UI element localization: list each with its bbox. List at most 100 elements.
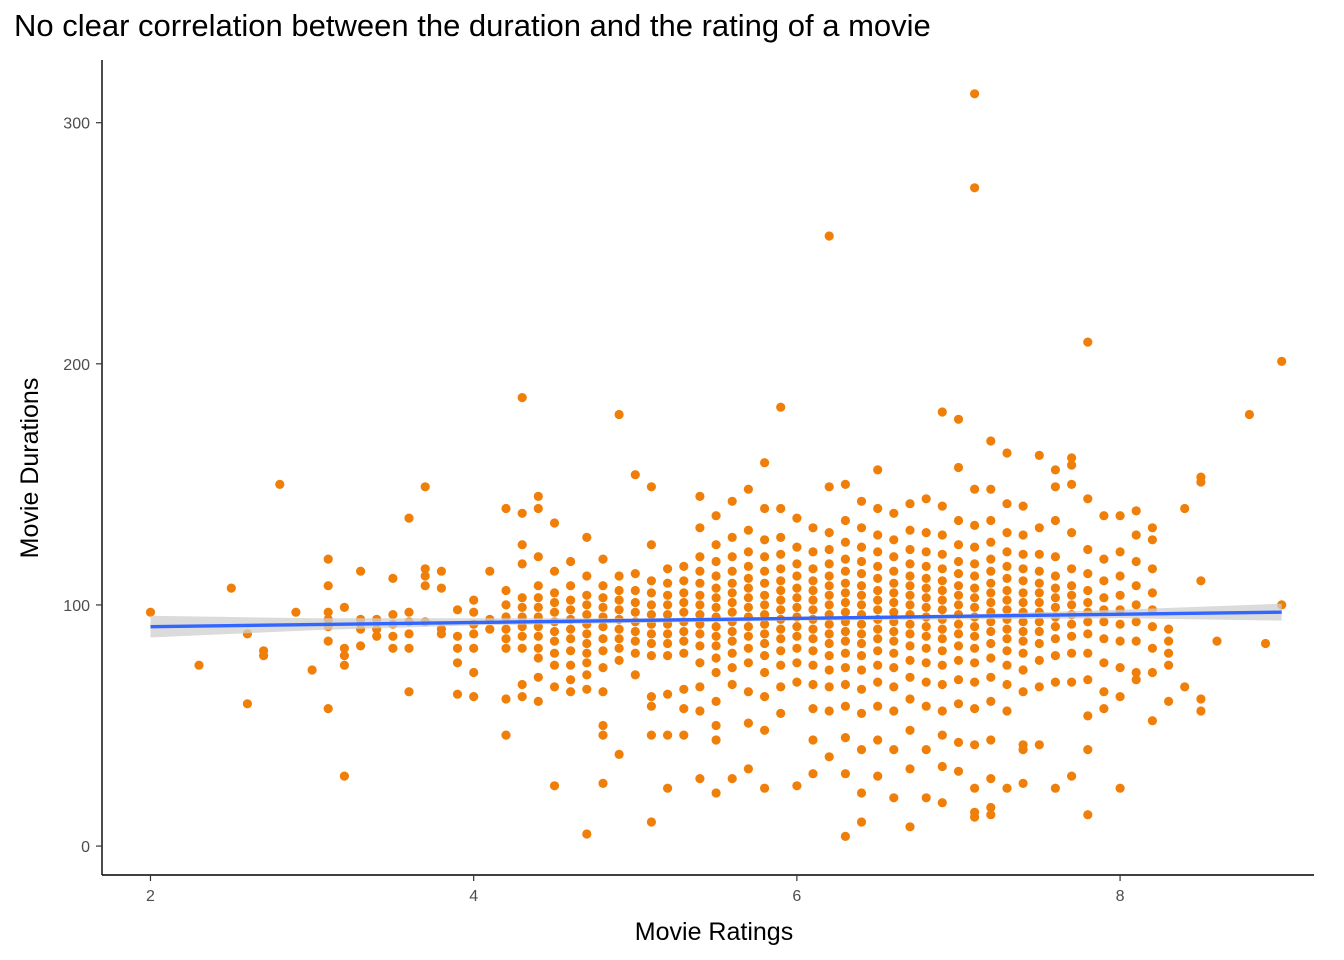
data-point xyxy=(1115,692,1125,702)
data-point xyxy=(727,566,737,576)
data-point xyxy=(856,600,867,610)
data-point xyxy=(598,554,608,564)
data-point xyxy=(873,660,883,670)
data-point xyxy=(1034,588,1044,598)
data-point xyxy=(663,730,673,740)
data-point xyxy=(905,571,915,581)
data-point xyxy=(226,583,236,593)
data-point xyxy=(517,631,527,641)
data-point xyxy=(808,523,818,533)
data-point xyxy=(679,730,689,740)
data-point xyxy=(404,687,414,697)
data-point xyxy=(776,605,786,615)
data-point xyxy=(921,593,931,603)
data-point xyxy=(711,667,721,678)
data-point xyxy=(646,600,657,610)
data-point xyxy=(1002,595,1012,605)
data-point xyxy=(566,595,576,605)
data-point xyxy=(760,629,770,639)
data-point xyxy=(259,651,269,661)
data-point xyxy=(840,663,851,673)
data-point xyxy=(1034,638,1044,649)
data-point xyxy=(840,769,851,779)
data-point xyxy=(549,607,560,617)
data-point xyxy=(873,465,883,475)
data-point xyxy=(953,675,964,685)
data-point xyxy=(1260,638,1271,649)
data-point xyxy=(549,781,560,791)
data-point xyxy=(598,646,608,656)
data-point xyxy=(921,745,931,755)
data-point xyxy=(404,629,414,639)
x-axis-ticks: 2 4 6 8 xyxy=(146,875,1125,905)
data-point xyxy=(711,583,721,593)
data-point xyxy=(1164,624,1174,634)
data-point xyxy=(646,638,657,649)
data-point xyxy=(549,660,560,670)
data-point xyxy=(970,559,980,569)
data-point xyxy=(1212,636,1222,646)
data-point xyxy=(1083,337,1093,347)
data-point xyxy=(776,708,786,719)
data-point xyxy=(824,600,834,610)
data-point xyxy=(873,605,883,615)
data-point xyxy=(970,89,980,99)
data-point xyxy=(953,737,964,748)
data-point xyxy=(970,571,980,581)
data-point xyxy=(743,602,754,613)
data-point xyxy=(840,679,851,690)
data-point xyxy=(452,658,463,668)
data-point xyxy=(743,547,754,557)
data-point xyxy=(1018,687,1028,697)
data-point xyxy=(905,694,915,704)
data-point xyxy=(549,648,560,658)
data-point xyxy=(517,679,527,690)
data-point xyxy=(986,588,996,598)
data-point xyxy=(582,571,592,581)
data-point xyxy=(646,588,657,598)
data-point xyxy=(970,583,980,593)
data-point xyxy=(711,511,721,521)
data-point xyxy=(1147,622,1157,632)
data-point xyxy=(743,484,754,494)
data-point xyxy=(1018,648,1028,658)
data-point xyxy=(1067,648,1077,658)
data-point xyxy=(953,766,964,776)
data-point xyxy=(372,631,382,641)
data-point xyxy=(614,605,624,615)
data-point xyxy=(986,537,996,547)
data-point xyxy=(1083,597,1093,608)
data-point xyxy=(485,624,495,634)
data-point xyxy=(663,610,673,620)
data-point xyxy=(598,720,608,731)
data-point xyxy=(905,544,915,555)
data-point xyxy=(695,491,705,501)
data-point xyxy=(582,610,592,620)
data-point xyxy=(840,537,851,547)
data-point xyxy=(792,593,802,603)
data-point xyxy=(856,708,867,719)
data-point xyxy=(953,600,964,610)
data-point xyxy=(889,706,899,716)
data-point xyxy=(937,646,947,656)
data-point xyxy=(937,634,947,644)
data-point xyxy=(663,783,673,793)
data-point xyxy=(970,643,980,653)
data-point xyxy=(905,725,915,735)
data-point xyxy=(695,523,705,533)
y-tick-label: 300 xyxy=(63,116,90,133)
data-point xyxy=(824,752,834,762)
data-point xyxy=(937,761,947,772)
data-point xyxy=(1002,706,1012,716)
data-point xyxy=(840,566,851,576)
data-point xyxy=(986,735,996,745)
data-point xyxy=(679,684,689,694)
data-point xyxy=(695,629,705,639)
data-point xyxy=(1115,571,1125,581)
data-point xyxy=(1050,602,1060,613)
data-point xyxy=(695,774,705,784)
data-point xyxy=(1018,530,1028,540)
data-point xyxy=(921,602,931,613)
data-point xyxy=(485,566,495,576)
data-point xyxy=(582,829,592,839)
